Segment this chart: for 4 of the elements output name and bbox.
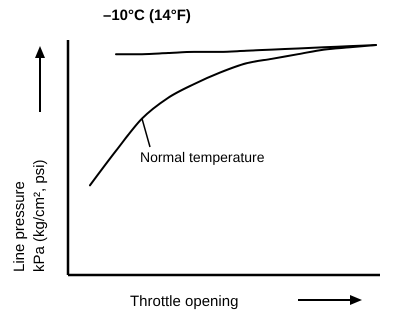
y-axis-title: Line pressure kPa (kg/cm², psi) <box>11 159 48 272</box>
series-label: –10°C (14°F) <box>103 7 191 24</box>
x-axis-title: Throttle opening <box>130 293 238 310</box>
legend-label: Normal temperature <box>140 149 265 165</box>
